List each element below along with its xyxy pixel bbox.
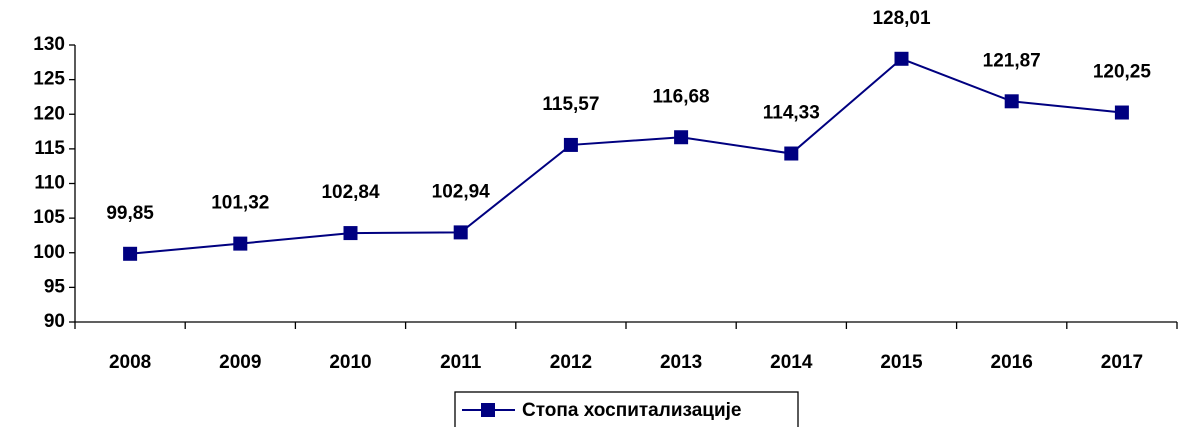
x-tick-label: 2016 [991,352,1033,373]
y-tick-label: 110 [34,173,65,194]
value-label: 116,68 [653,86,710,107]
x-tick-label: 2010 [329,352,371,373]
y-tick-label: 120 [33,103,65,124]
value-label: 101,32 [211,193,269,214]
y-tick-label: 95 [44,276,66,297]
x-tick-label: 2015 [880,352,923,373]
y-tick-label: 130 [33,34,65,55]
y-tick-label: 115 [34,138,65,159]
legend-label: Стопа хоспитализације [522,400,741,421]
point [1114,105,1129,120]
x-tick-label: 2009 [219,352,261,373]
y-tick-label: 125 [33,69,65,90]
y-tick-label: 105 [33,207,65,228]
value-label: 121,87 [983,50,1041,71]
series-line [130,57,1123,255]
point [784,146,799,161]
y-tick-label: 100 [33,242,65,263]
y-tick-label: 90 [44,311,65,332]
point [674,130,689,145]
value-label: 102,94 [432,181,491,202]
value-label: 99,85 [106,203,154,224]
x-tick-label: 2014 [770,352,813,373]
point [563,137,578,152]
value-label: 114,33 [763,103,820,124]
point [1004,94,1019,109]
value-label: 115,57 [542,94,599,115]
value-label: 128,01 [872,8,931,29]
legend-marker [481,403,495,417]
x-tick-label: 2017 [1101,352,1143,373]
x-tick-label: 2012 [550,352,592,373]
point [453,225,468,240]
point [894,51,909,66]
x-tick-label: 2011 [440,352,482,373]
x-tick-label: 2008 [109,352,151,373]
x-tick-label: 2013 [660,352,702,373]
point [233,236,248,251]
point [123,246,138,261]
value-label: 120,25 [1093,62,1152,83]
value-label: 102,84 [321,182,380,203]
point [343,226,358,241]
